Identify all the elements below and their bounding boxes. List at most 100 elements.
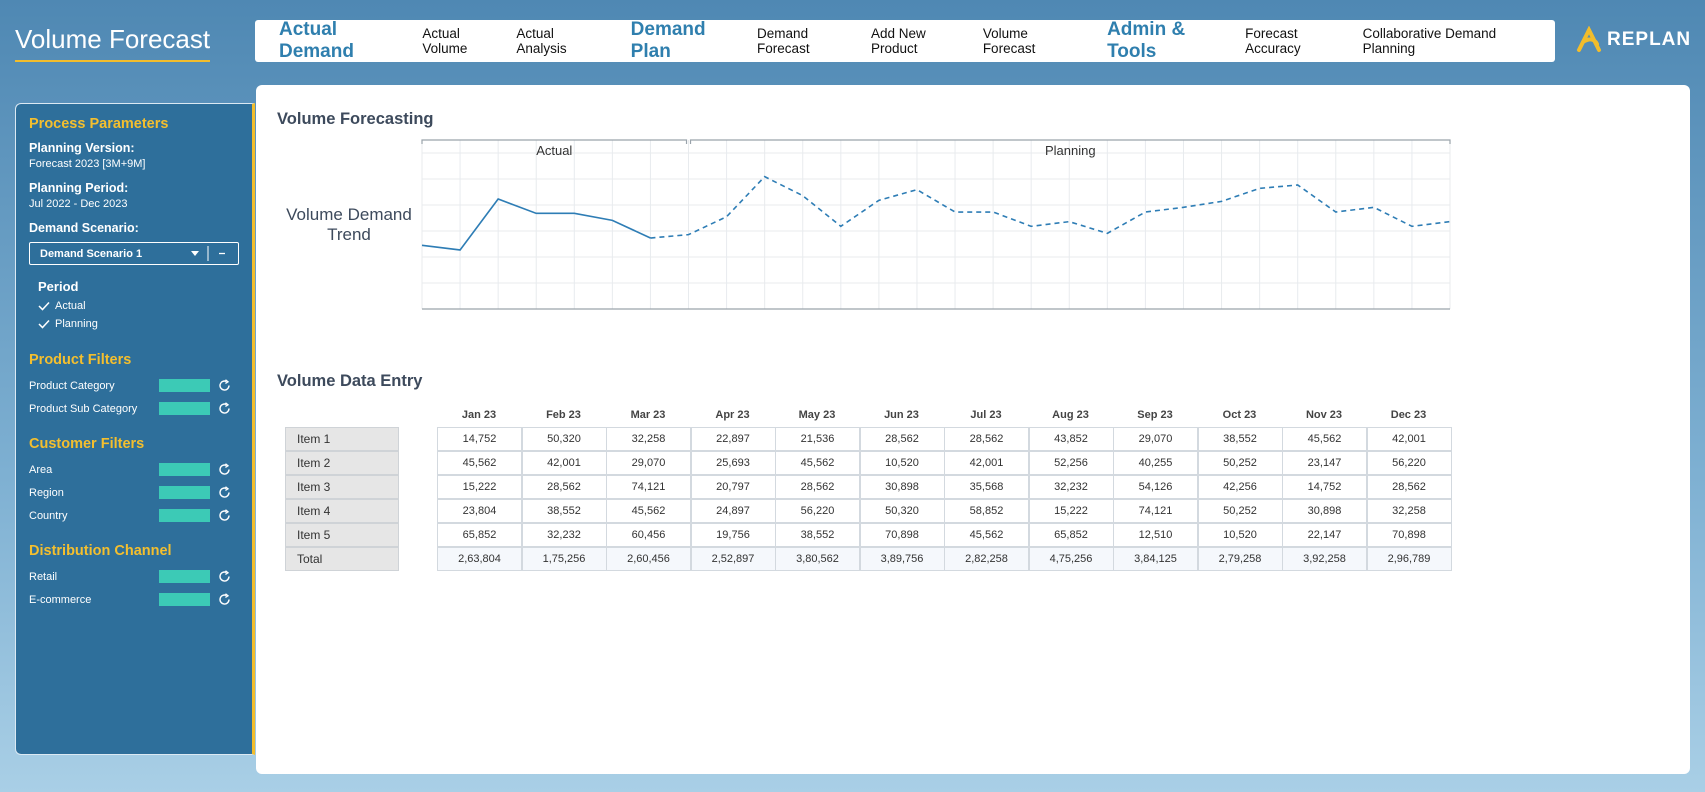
table-cell[interactable]: 28,562 [775, 475, 860, 499]
table-cell[interactable]: 54,126 [1113, 475, 1198, 499]
table-cell[interactable]: 42,001 [521, 451, 607, 475]
table-cell[interactable]: 32,232 [1028, 475, 1114, 499]
table-cell[interactable]: 3,80,562 [775, 547, 860, 571]
table-cell[interactable]: 45,562 [1282, 427, 1367, 451]
table-cell[interactable]: 74,121 [1113, 499, 1198, 523]
table-cell[interactable]: 22,147 [1282, 523, 1367, 547]
table-cell[interactable]: 42,001 [1366, 427, 1452, 451]
refresh-icon[interactable] [218, 379, 231, 392]
table-cell[interactable]: 2,82,258 [944, 547, 1029, 571]
table-cell[interactable]: 65,852 [437, 523, 522, 547]
table-cell[interactable]: 2,96,789 [1366, 547, 1452, 571]
table-cell[interactable]: 23,147 [1282, 451, 1367, 475]
period-option[interactable]: Planning [38, 318, 239, 330]
table-cell[interactable]: 35,568 [944, 475, 1029, 499]
refresh-icon[interactable] [218, 509, 231, 522]
table-cell[interactable]: 40,255 [1113, 451, 1198, 475]
table-cell[interactable]: 28,562 [1366, 475, 1452, 499]
table-cell[interactable]: 25,693 [690, 451, 776, 475]
table-cell[interactable]: 10,520 [1197, 523, 1283, 547]
refresh-icon[interactable] [218, 402, 231, 415]
nav-item[interactable]: Collaborative Demand Planning [1362, 26, 1497, 56]
table-cell[interactable]: 56,220 [1366, 451, 1452, 475]
table-cell[interactable]: 2,60,456 [606, 547, 691, 571]
table-cell[interactable]: 29,070 [606, 451, 691, 475]
table-cell[interactable]: 38,552 [775, 523, 860, 547]
table-cell[interactable]: 52,256 [1028, 451, 1114, 475]
filter-bar[interactable] [159, 593, 210, 606]
table-cell[interactable]: 20,797 [690, 475, 776, 499]
nav-item[interactable]: Forecast Accuracy [1245, 26, 1301, 56]
table-cell[interactable]: 28,562 [859, 427, 945, 451]
table-cell[interactable]: 12,510 [1113, 523, 1198, 547]
table-cell[interactable]: 24,897 [690, 499, 776, 523]
table-cell[interactable]: 2,63,804 [437, 547, 522, 571]
table-cell[interactable]: 1,75,256 [521, 547, 607, 571]
table-cell[interactable]: 15,222 [437, 475, 522, 499]
table-cell[interactable]: 30,898 [1282, 499, 1367, 523]
table-cell[interactable]: 2,52,897 [690, 547, 776, 571]
table-cell[interactable]: 10,520 [859, 451, 945, 475]
table-cell[interactable]: 14,752 [437, 427, 522, 451]
period-option[interactable]: Actual [38, 300, 239, 312]
nav-group[interactable]: Demand Plan [630, 19, 706, 62]
refresh-icon[interactable] [218, 486, 231, 499]
table-cell[interactable]: 14,752 [1282, 475, 1367, 499]
nav-item[interactable]: Actual Analysis [516, 26, 567, 56]
table-cell[interactable]: 19,756 [690, 523, 776, 547]
refresh-icon[interactable] [218, 463, 231, 476]
table-cell[interactable]: 21,536 [775, 427, 860, 451]
table-cell[interactable]: 2,79,258 [1197, 547, 1283, 571]
table-cell[interactable]: 50,320 [859, 499, 945, 523]
table-cell[interactable]: 45,562 [775, 451, 860, 475]
table-cell[interactable]: 22,897 [690, 427, 776, 451]
table-cell[interactable]: 70,898 [1366, 523, 1452, 547]
table-cell[interactable]: 74,121 [606, 475, 691, 499]
table-cell[interactable]: 50,252 [1197, 451, 1283, 475]
table-cell[interactable]: 70,898 [859, 523, 945, 547]
table-cell[interactable]: 29,070 [1113, 427, 1198, 451]
filter-bar[interactable] [159, 570, 210, 583]
table-cell[interactable]: 28,562 [521, 475, 607, 499]
table-cell[interactable]: 32,258 [1366, 499, 1452, 523]
table-cell[interactable]: 3,89,756 [859, 547, 945, 571]
table-cell[interactable]: 32,232 [521, 523, 607, 547]
table-cell[interactable]: 42,001 [944, 451, 1029, 475]
table-cell[interactable]: 50,320 [521, 427, 607, 451]
filter-item: Product Sub Category [29, 397, 239, 420]
table-cell[interactable]: 50,252 [1197, 499, 1283, 523]
table-cell[interactable]: 60,456 [606, 523, 691, 547]
nav-group[interactable]: Actual Demand [279, 19, 354, 62]
table-cell[interactable]: 30,898 [859, 475, 945, 499]
nav-group[interactable]: Admin & Tools [1107, 19, 1186, 62]
table-cell[interactable]: 45,562 [437, 451, 522, 475]
nav-item[interactable]: Actual Volume [422, 26, 468, 56]
table-cell[interactable]: 3,92,258 [1282, 547, 1367, 571]
nav-item[interactable]: Add New Product [870, 26, 926, 56]
filter-bar[interactable] [159, 402, 210, 415]
scenario-dropdown[interactable]: Demand Scenario 1 [29, 242, 239, 265]
table-cell[interactable]: 65,852 [1028, 523, 1114, 547]
table-cell[interactable]: 45,562 [944, 523, 1029, 547]
table-cell[interactable]: 28,562 [944, 427, 1029, 451]
table-cell[interactable]: 45,562 [606, 499, 691, 523]
table-cell[interactable]: 23,804 [437, 499, 522, 523]
table-cell[interactable]: 38,552 [521, 499, 607, 523]
table-cell[interactable]: 32,258 [606, 427, 691, 451]
filter-bar[interactable] [159, 509, 210, 522]
table-cell[interactable]: 56,220 [775, 499, 860, 523]
nav-item[interactable]: Volume Forecast [982, 26, 1036, 56]
refresh-icon[interactable] [218, 593, 231, 606]
table-cell[interactable]: 43,852 [1028, 427, 1114, 451]
filter-bar[interactable] [159, 463, 210, 476]
filter-bar[interactable] [159, 486, 210, 499]
filter-bar[interactable] [159, 379, 210, 392]
table-cell[interactable]: 3,84,125 [1113, 547, 1198, 571]
table-cell[interactable]: 15,222 [1028, 499, 1114, 523]
nav-item[interactable]: Demand Forecast [757, 26, 810, 56]
table-cell[interactable]: 38,552 [1197, 427, 1283, 451]
table-cell[interactable]: 42,256 [1197, 475, 1283, 499]
refresh-icon[interactable] [218, 570, 231, 583]
table-cell[interactable]: 58,852 [944, 499, 1029, 523]
table-cell[interactable]: 4,75,256 [1028, 547, 1114, 571]
